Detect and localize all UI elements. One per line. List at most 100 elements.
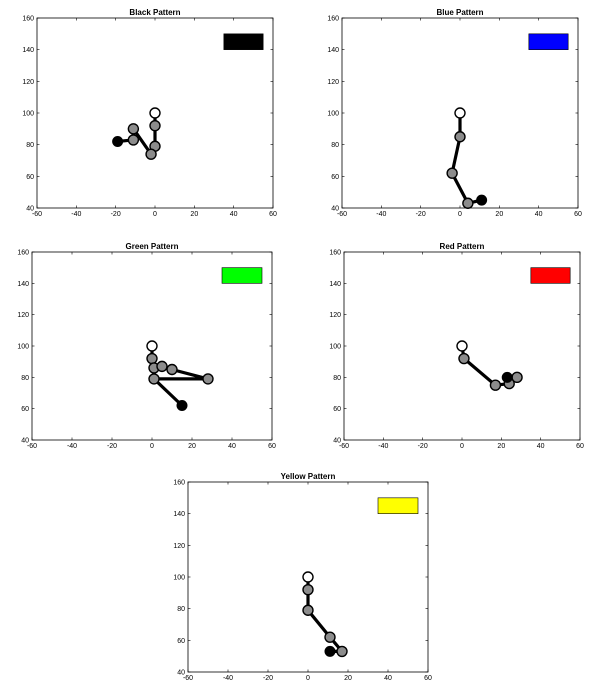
yellow-pattern-panel: Yellow Pattern -60 -40 -20 0 20 40 60 40 60 80 100 1… — [173, 472, 432, 682]
green-joint-point — [148, 373, 160, 385]
red-x-tick-label: 60 — [576, 443, 584, 450]
yellow-y-tick-label: 120 — [173, 543, 185, 550]
yellow-pattern-title: Yellow Pattern — [281, 472, 336, 481]
yellow-x-tick-label: 20 — [344, 675, 352, 682]
yellow-x-tick-label: 0 — [306, 675, 310, 682]
black-y-tick-label: 140 — [22, 47, 34, 54]
blue-joint-point — [462, 197, 474, 209]
red-y-tick-label: 120 — [329, 312, 341, 319]
green-y-tick-label: 80 — [21, 375, 29, 382]
black-x-tick-label: 40 — [230, 211, 238, 218]
yellow-y-tick-label: 100 — [173, 575, 185, 582]
black-x-tick-label: -60 — [32, 211, 42, 218]
green-y-tick-label: 60 — [21, 406, 29, 413]
black-y-tick-label: 120 — [22, 79, 34, 86]
yellow-y-tick-label: 60 — [177, 638, 185, 645]
black-y-tick-label: 160 — [22, 16, 34, 23]
red-end-point — [501, 371, 513, 383]
green-joint-point — [166, 363, 178, 376]
green-pattern-panel: Green Pattern -60 -40 -20 0 20 40 60 40 60 80 100 12… — [17, 242, 276, 450]
black-color-swatch — [223, 33, 264, 50]
black-y-tick-label: 60 — [26, 174, 34, 181]
blue-x-tick-label: -20 — [416, 211, 426, 218]
black-y-tick-label: 80 — [26, 142, 34, 149]
blue-chain-line — [450, 111, 484, 205]
blue-x-tick-label: -40 — [376, 211, 386, 218]
yellow-y-tick-label: 80 — [177, 606, 185, 613]
black-x-tick-label: 60 — [269, 211, 277, 218]
green-y-tick-label: 160 — [17, 250, 29, 257]
green-color-swatch — [221, 267, 263, 284]
yellow-joint-point — [302, 604, 314, 616]
blue-start-point — [454, 107, 466, 119]
blue-pattern-panel: Blue Pattern -60 -40 -20 0 20 40 60 40 60 80 100 120… — [327, 8, 582, 218]
yellow-x-tick-label: -20 — [263, 675, 273, 682]
yellow-y-tick-label: 40 — [177, 670, 185, 677]
green-x-tick-label: 60 — [268, 443, 276, 450]
black-start-point — [149, 107, 161, 119]
blue-y-tick-label: 100 — [327, 111, 339, 118]
green-joint-point — [202, 373, 214, 385]
green-joint-point — [146, 352, 158, 365]
blue-x-tick-label: 20 — [495, 211, 503, 218]
blue-color-swatch — [528, 33, 569, 50]
red-x-tick-label: -60 — [339, 443, 349, 450]
red-x-tick-label: -40 — [378, 443, 388, 450]
red-y-tick-label: 80 — [333, 375, 341, 382]
red-joint-point — [511, 371, 523, 384]
black-y-tick-label: 100 — [22, 111, 34, 118]
blue-x-tick-label: -60 — [337, 211, 347, 218]
yellow-joint-point — [302, 583, 314, 596]
blue-end-point — [476, 194, 488, 206]
red-y-tick-label: 40 — [333, 438, 341, 445]
green-y-tick-label: 40 — [21, 438, 29, 445]
black-y-tick-label: 40 — [26, 206, 34, 213]
black-end-point — [112, 136, 124, 147]
blue-y-tick-label: 140 — [327, 47, 339, 54]
yellow-y-tick-label: 160 — [173, 480, 185, 487]
black-pattern-title: Black Pattern — [129, 8, 180, 17]
green-start-point — [146, 340, 158, 352]
red-x-tick-label: 40 — [537, 443, 545, 450]
green-end-point — [176, 400, 188, 412]
red-start-point — [456, 340, 468, 352]
black-joint-point — [127, 134, 140, 146]
yellow-end-point — [324, 645, 336, 657]
blue-y-tick-label: 160 — [327, 16, 339, 23]
blue-joint-point — [446, 167, 458, 179]
blue-joint-point — [454, 131, 466, 143]
black-x-tick-label: 0 — [153, 211, 157, 218]
yellow-start-point — [302, 571, 314, 583]
green-y-tick-label: 120 — [17, 312, 29, 319]
green-y-tick-label: 140 — [17, 281, 29, 288]
red-x-tick-label: 0 — [460, 443, 464, 450]
black-x-tick-label: -20 — [111, 211, 121, 218]
blue-x-tick-label: 0 — [458, 211, 462, 218]
red-x-tick-label: 20 — [497, 443, 505, 450]
yellow-joint-point — [324, 631, 336, 643]
red-y-tick-label: 60 — [333, 406, 341, 413]
yellow-x-tick-label: 60 — [424, 675, 432, 682]
blue-y-tick-label: 120 — [327, 79, 339, 86]
red-y-tick-label: 140 — [329, 281, 341, 288]
green-pattern-title: Green Pattern — [126, 242, 179, 251]
black-joint-point — [149, 119, 161, 132]
red-color-swatch — [530, 267, 571, 284]
green-x-tick-label: 40 — [228, 443, 236, 450]
blue-y-tick-label: 60 — [331, 174, 339, 181]
red-y-tick-label: 160 — [329, 250, 341, 257]
yellow-x-tick-label: -40 — [223, 675, 233, 682]
green-x-tick-label: 20 — [188, 443, 196, 450]
black-joint-point — [127, 123, 140, 135]
red-joint-point — [458, 352, 470, 365]
yellow-joint-point — [336, 645, 348, 658]
red-y-tick-label: 100 — [329, 344, 341, 351]
red-pattern-panel: Red Pattern -60 -40 -20 0 20 40 60 40 60 80 100 120 1… — [329, 242, 584, 450]
red-x-tick-label: -20 — [418, 443, 428, 450]
blue-y-tick-label: 80 — [331, 142, 339, 149]
black-x-tick-label: -40 — [71, 211, 81, 218]
yellow-y-tick-label: 140 — [173, 511, 185, 518]
yellow-x-tick-label: -60 — [183, 675, 193, 682]
green-x-tick-label: -40 — [67, 443, 77, 450]
